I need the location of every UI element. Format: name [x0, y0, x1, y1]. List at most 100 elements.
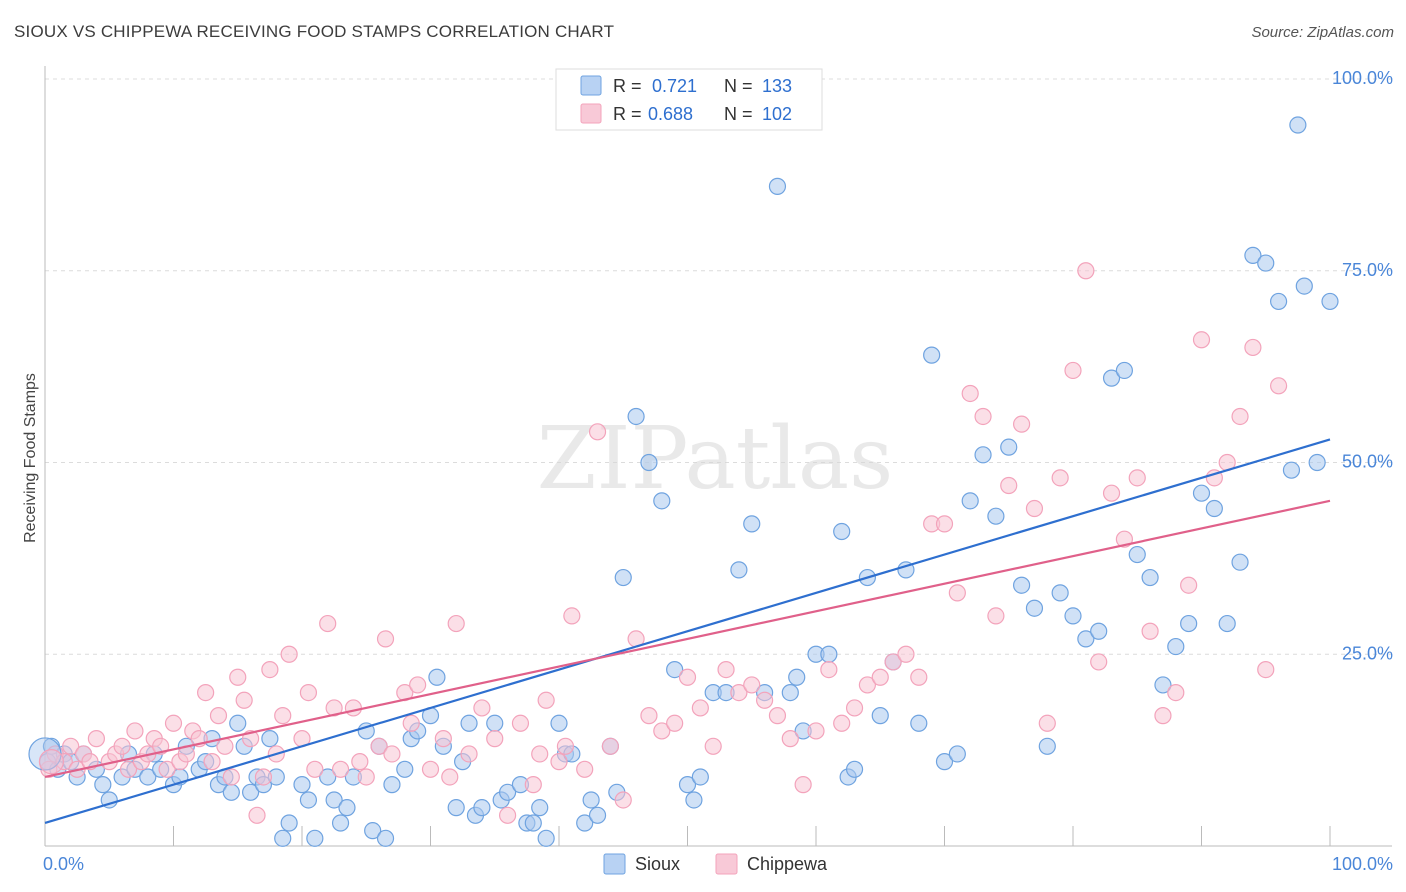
- sioux-point: [640, 453, 658, 472]
- chippewa-point: [164, 714, 183, 732]
- sioux-point: [948, 745, 966, 763]
- y-tick-label: 25.0%: [1342, 643, 1393, 663]
- sioux-point: [768, 177, 787, 195]
- chippewa-point: [1141, 622, 1159, 640]
- sioux-point: [576, 814, 594, 832]
- sioux-point: [833, 522, 851, 541]
- chippewa-point: [556, 737, 575, 755]
- chippewa-point: [614, 791, 632, 809]
- x-tick-label: 0.0%: [43, 854, 84, 874]
- bottom-legend-label-chippewa: Chippewa: [747, 854, 828, 874]
- chippewa-point: [402, 714, 420, 732]
- sioux-point: [1205, 499, 1223, 518]
- chippewa-point: [62, 737, 80, 755]
- sioux-point: [1244, 246, 1262, 265]
- chippewa-point: [229, 668, 247, 686]
- sioux-point: [788, 668, 806, 686]
- trend-line-sioux: [44, 438, 1331, 825]
- y-axis-label: Receiving Food Stamps: [22, 373, 39, 543]
- x-tick-label: 100.0%: [1332, 854, 1393, 874]
- sioux-point: [473, 799, 491, 817]
- chippewa-point: [781, 730, 799, 748]
- sioux-point: [1025, 599, 1044, 617]
- sioux-point: [923, 346, 941, 364]
- sioux-point: [306, 829, 324, 847]
- sioux-point: [376, 829, 395, 847]
- source-label: Source: ZipAtlas.com: [1251, 24, 1394, 41]
- sioux-point: [685, 791, 703, 809]
- sioux-point: [537, 829, 555, 847]
- chippewa-point: [1025, 499, 1044, 518]
- chippewa-point: [197, 683, 215, 702]
- tick-labels: 25.0% 50.0% 75.0% 100.0% 0.0% 100.0%: [43, 68, 1393, 874]
- chippewa-point: [653, 722, 671, 740]
- legend-swatch-chippewa: [580, 103, 602, 124]
- legend-n-label-chippewa: N =: [724, 104, 753, 124]
- chippewa-point: [280, 645, 298, 663]
- sioux-point: [627, 407, 645, 426]
- sioux-point: [274, 829, 292, 847]
- sioux-point: [1038, 737, 1056, 755]
- chippewa-point: [248, 806, 266, 824]
- sioux-point: [1012, 576, 1031, 594]
- chippewa-point: [119, 760, 138, 778]
- chippewa-point: [794, 776, 812, 794]
- sioux-point: [845, 760, 864, 778]
- chippewa-point: [441, 768, 459, 786]
- chippewa-point: [1064, 361, 1082, 380]
- chippewa-point: [678, 668, 697, 686]
- chippewa-point: [370, 737, 388, 755]
- grid: [45, 78, 1392, 655]
- chippewa-point: [871, 668, 889, 686]
- chippewa-point: [486, 730, 504, 748]
- sioux-point: [1154, 676, 1172, 694]
- chippewa-point: [434, 730, 452, 748]
- sioux-point: [364, 822, 382, 840]
- chippewa-point: [524, 776, 542, 794]
- sioux-point: [486, 714, 504, 732]
- chippewa-point: [1192, 331, 1211, 349]
- sioux-point: [1231, 553, 1249, 571]
- chippewa-point: [1257, 660, 1275, 679]
- sioux-point: [383, 776, 401, 794]
- chippewa-point: [884, 653, 902, 671]
- legend-n-value-chippewa: 102: [762, 104, 792, 124]
- sioux-point: [1128, 545, 1146, 564]
- sioux-point: [1102, 369, 1121, 387]
- bottom-legend-label-sioux: Sioux: [635, 854, 680, 874]
- sioux-point: [242, 783, 260, 801]
- chippewa-point: [274, 707, 292, 725]
- chippewa-point: [640, 707, 658, 725]
- sioux-point: [447, 799, 465, 817]
- chippewa-point: [319, 614, 337, 633]
- sioux-point: [910, 714, 928, 732]
- sioux-point: [261, 730, 279, 748]
- chippewa-point: [261, 660, 279, 679]
- chippewa-point: [222, 768, 240, 786]
- legend: R = 0.721 N = 133 R = 0.688 N = 102: [555, 68, 823, 131]
- chippewa-point: [1012, 415, 1031, 433]
- bottom-legend-swatch-sioux: [603, 853, 626, 875]
- watermark: ZIPatlas: [537, 409, 893, 509]
- chippewa-point: [1038, 714, 1056, 732]
- sioux-point: [139, 768, 157, 786]
- chippewa-point: [254, 768, 273, 786]
- chippewa-point: [421, 760, 440, 778]
- sioux-point: [614, 568, 632, 587]
- chippewa-point: [499, 806, 517, 824]
- chippewa-point: [755, 691, 774, 709]
- sioux-point: [781, 683, 799, 702]
- sioux-point: [325, 791, 343, 809]
- chippewa-point: [1102, 484, 1121, 502]
- chippewa-point: [473, 699, 491, 717]
- chippewa-point: [531, 745, 549, 763]
- chippewa-point: [935, 515, 954, 533]
- sioux-point: [1308, 453, 1326, 472]
- chippewa-point: [768, 707, 787, 725]
- y-tick-label: 75.0%: [1342, 260, 1393, 280]
- sioux-point: [1051, 584, 1069, 602]
- chippewa-point: [87, 730, 106, 748]
- chippewa-point: [666, 714, 684, 732]
- sioux-point: [1000, 438, 1018, 456]
- sioux-point: [1167, 637, 1185, 656]
